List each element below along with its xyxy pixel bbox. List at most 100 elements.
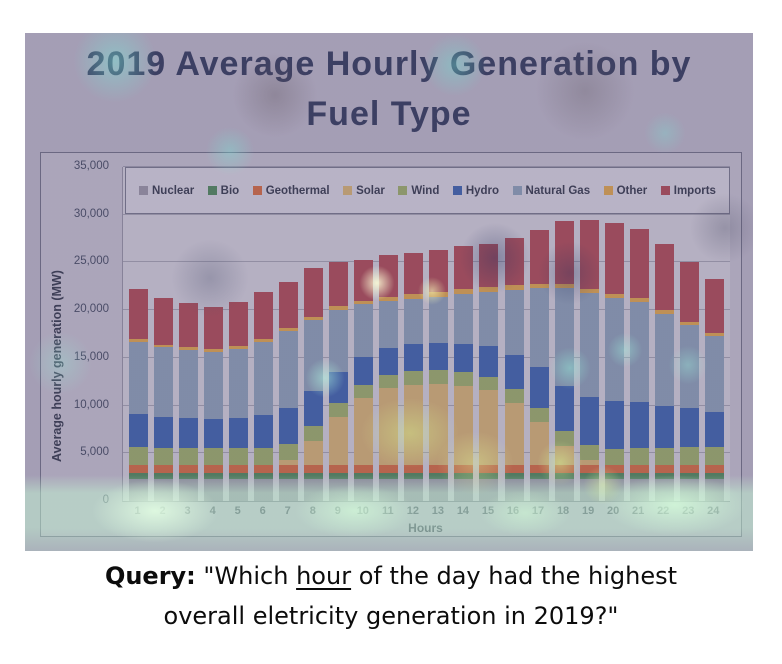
- figure-image: 2019 Average Hourly Generation by Fuel T…: [25, 33, 753, 551]
- segment-hydro: [229, 418, 249, 448]
- segment-wind: [554, 431, 574, 446]
- x-axis-title: Hours: [408, 521, 443, 535]
- segment-hydro: [154, 417, 174, 448]
- segment-geothermal: [629, 464, 649, 474]
- segment-geothermal: [154, 464, 174, 474]
- segment-geothermal: [204, 464, 224, 474]
- segment-hydro: [654, 405, 674, 448]
- bar-hour-11: [379, 254, 399, 501]
- segment-solar: [454, 385, 474, 465]
- segment-nuclear: [254, 479, 274, 501]
- segment-imports: [529, 230, 549, 285]
- segment-natural-gas: [629, 301, 649, 402]
- segment-natural-gas: [279, 331, 299, 408]
- segment-natural-gas: [529, 288, 549, 368]
- segment-hydro: [254, 415, 274, 448]
- legend-label: Hydro: [465, 184, 500, 197]
- x-tick-label: 14: [456, 505, 470, 517]
- bar-hour-9: [329, 261, 349, 501]
- segment-natural-gas: [479, 292, 499, 347]
- segment-hydro: [579, 397, 599, 445]
- segment-wind: [254, 447, 274, 465]
- bar-hour-6: [254, 292, 274, 501]
- segment-geothermal: [329, 464, 349, 474]
- legend-swatch: [252, 186, 262, 195]
- y-tick-label: 20,000: [73, 303, 109, 316]
- legend-item-other: Other: [603, 185, 647, 197]
- bar-hour-22: [654, 244, 674, 501]
- segment-wind: [679, 446, 699, 465]
- segment-nuclear: [454, 479, 474, 501]
- x-tick-label: 4: [209, 505, 216, 517]
- segment-nuclear: [504, 479, 524, 501]
- segment-geothermal: [354, 464, 374, 474]
- segment-nuclear: [479, 479, 499, 501]
- segment-imports: [279, 281, 299, 329]
- bar-hour-18: [554, 220, 574, 501]
- segment-imports: [404, 252, 424, 294]
- x-tick-label: 19: [581, 505, 595, 517]
- segment-wind: [354, 384, 374, 398]
- segment-imports: [329, 261, 349, 307]
- bar-hour-21: [629, 229, 649, 501]
- segment-solar: [529, 421, 549, 465]
- y-tick-label: 15,000: [73, 350, 109, 363]
- segment-wind: [229, 447, 249, 465]
- segment-imports: [679, 261, 699, 322]
- legend-swatch: [512, 186, 522, 195]
- chart-area: Average hourly generation (MW) Nuclear Bi…: [40, 152, 742, 537]
- segment-natural-gas: [229, 349, 249, 419]
- segment-natural-gas: [329, 310, 349, 373]
- segment-natural-gas: [654, 314, 674, 406]
- bar-hour-4: [204, 307, 224, 501]
- segment-wind: [579, 444, 599, 460]
- segment-hydro: [329, 372, 349, 403]
- bar-hour-1: [129, 289, 149, 501]
- bar-hour-7: [279, 281, 299, 501]
- segment-hydro: [429, 342, 449, 371]
- segment-imports: [229, 301, 249, 347]
- x-tick-label: 24: [707, 505, 720, 517]
- segment-wind: [629, 447, 649, 465]
- segment-imports: [454, 246, 474, 290]
- segment-geothermal: [454, 464, 474, 474]
- segment-natural-gas: [504, 290, 524, 356]
- x-tick-label: 1: [134, 505, 141, 517]
- segment-imports: [479, 244, 499, 288]
- legend-swatch: [207, 186, 217, 195]
- segment-natural-gas: [204, 352, 224, 419]
- segment-hydro: [454, 343, 474, 373]
- segment-wind: [329, 402, 349, 418]
- bar-hour-15: [479, 244, 499, 501]
- segment-hydro: [529, 367, 549, 408]
- segment-solar: [404, 384, 424, 465]
- segment-geothermal: [654, 464, 674, 474]
- segment-geothermal: [479, 464, 499, 474]
- x-tick-label: 7: [284, 505, 291, 517]
- segment-wind: [204, 447, 224, 465]
- legend-label: Imports: [673, 184, 716, 197]
- legend-swatch: [398, 186, 408, 195]
- legend-label: Geothermal: [265, 184, 330, 197]
- query-text-after: of the day had the highest overall eletr…: [163, 562, 678, 630]
- legend-item-natural-gas: Natural Gas: [512, 185, 590, 197]
- segment-nuclear: [404, 479, 424, 501]
- segment-wind: [654, 447, 674, 465]
- query-label: Query:: [104, 562, 196, 590]
- segment-wind: [429, 370, 449, 384]
- segment-imports: [204, 307, 224, 350]
- segment-hydro: [354, 356, 374, 385]
- segment-imports: [429, 250, 449, 293]
- y-tick-label: 35,000: [73, 160, 109, 172]
- legend-item-solar: Solar: [343, 185, 385, 197]
- legend-label: Solar: [356, 184, 385, 197]
- x-tick-label: 18: [556, 505, 570, 517]
- segment-nuclear: [529, 479, 549, 501]
- segment-nuclear: [679, 479, 699, 501]
- segment-wind: [129, 446, 149, 465]
- x-tick-label: 20: [607, 505, 620, 517]
- segment-hydro: [304, 391, 324, 426]
- bar-hour-24: [704, 278, 724, 501]
- segment-nuclear: [579, 479, 599, 501]
- segment-natural-gas: [704, 335, 724, 413]
